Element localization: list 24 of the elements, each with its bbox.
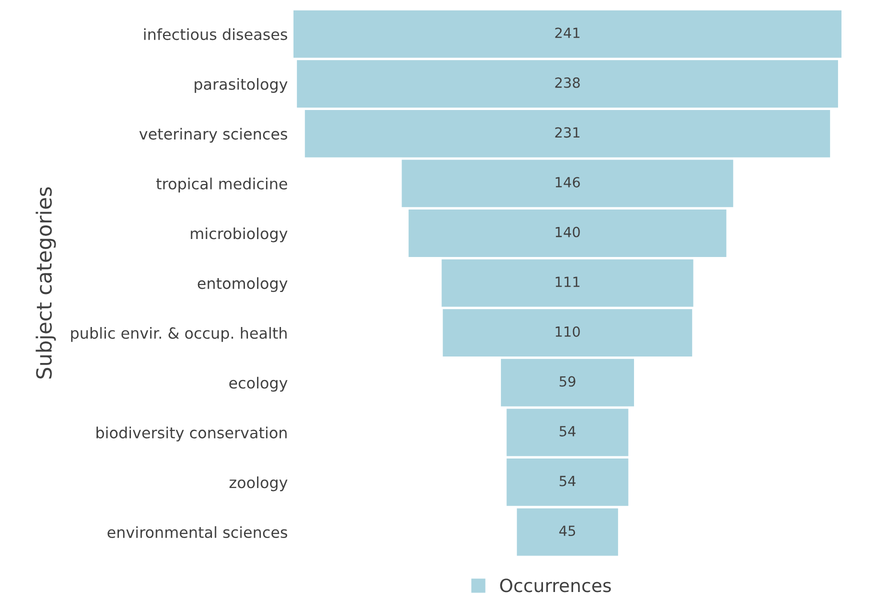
data-label: 59: [560, 376, 576, 387]
data-label: 231: [555, 127, 580, 138]
category-label: public envir. & occup. health: [71, 327, 287, 342]
data-label: 111: [556, 276, 580, 287]
legend-label: Occurrences: [500, 578, 611, 592]
category-label: biodiversity conservation: [96, 426, 287, 442]
category-label: zoology: [230, 476, 288, 492]
category-label: veterinary sciences: [139, 128, 288, 143]
category-label: tropical medicine: [156, 178, 288, 192]
category-label: microbiology: [190, 227, 288, 242]
data-label: 54: [560, 476, 576, 486]
category-label: ecology: [229, 376, 288, 392]
data-label: 140: [556, 226, 580, 238]
category-label: entomology: [198, 277, 288, 292]
text: Subject categories: [36, 187, 56, 379]
data-label: 241: [555, 28, 580, 38]
data-label: 45: [559, 526, 576, 536]
category-label: parasitology: [194, 78, 288, 93]
data-label: 54: [560, 426, 576, 436]
category-label: infectious diseases: [144, 28, 288, 40]
data-label: 110: [556, 326, 580, 337]
data-label: 238: [555, 77, 580, 88]
data-label: 146: [556, 176, 580, 188]
category-label: environmental sciences: [108, 526, 288, 538]
